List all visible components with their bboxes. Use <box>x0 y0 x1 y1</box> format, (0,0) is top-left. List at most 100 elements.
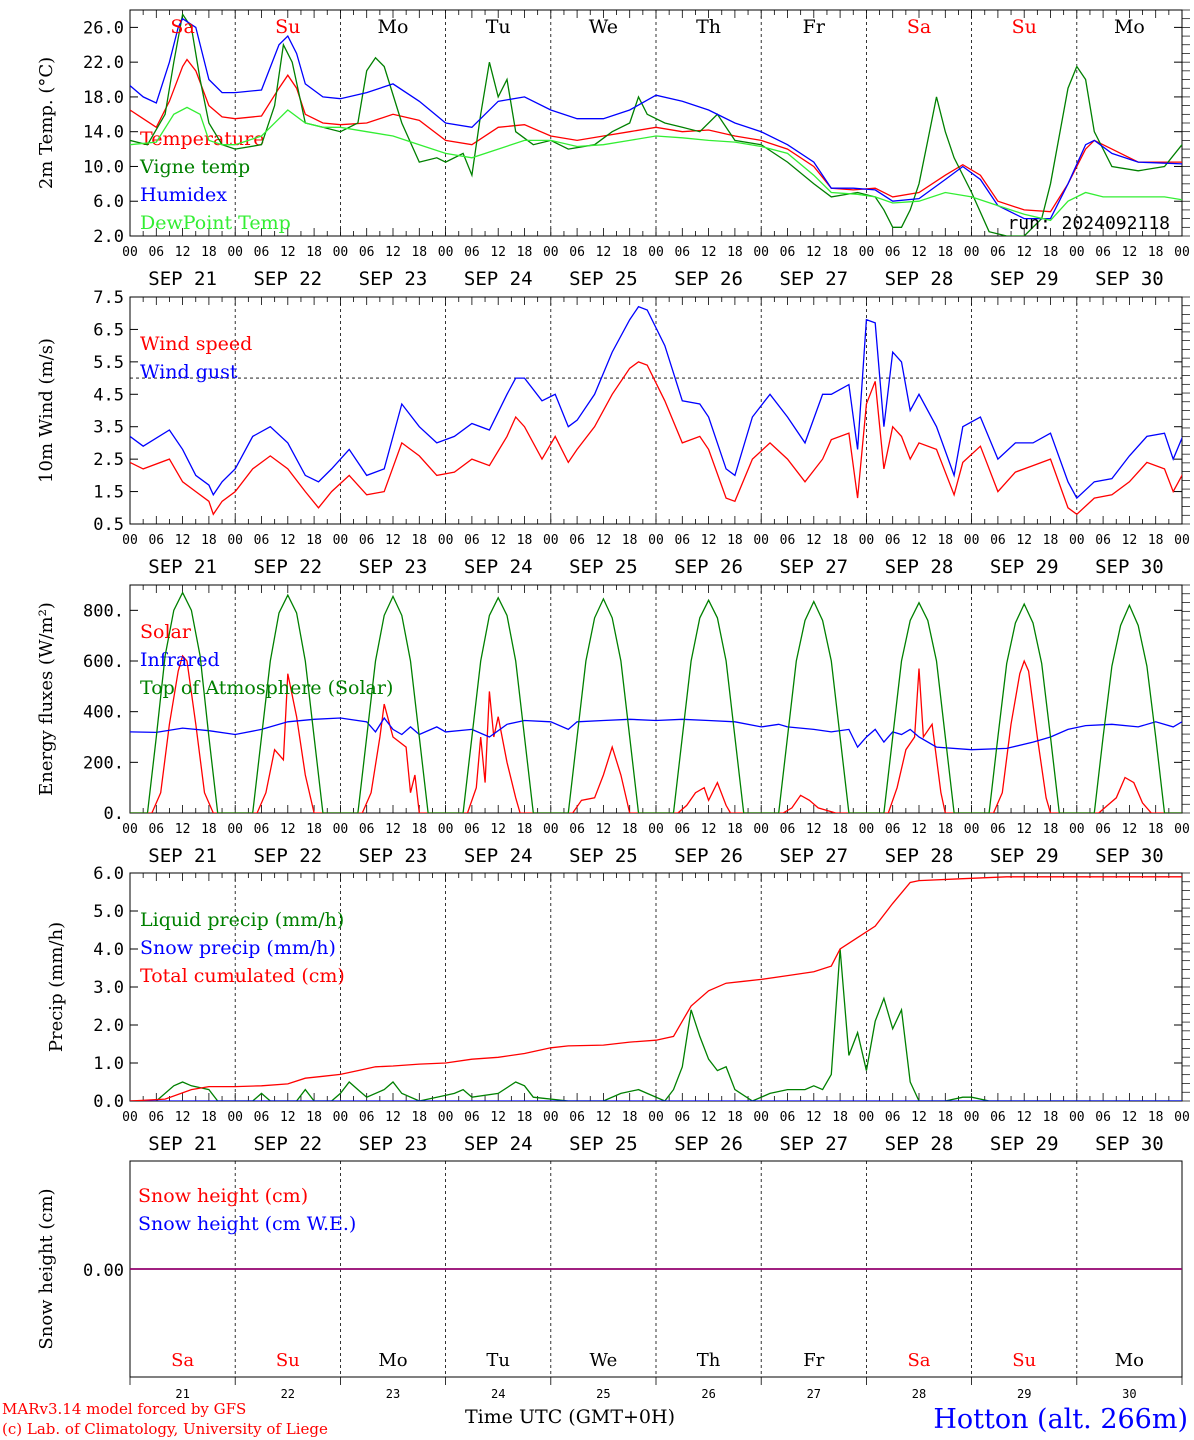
hour-tick-label: 18 <box>832 533 848 548</box>
hour-tick-label: 06 <box>464 245 480 260</box>
hour-tick-label: 06 <box>780 1110 796 1125</box>
date-label: SEP 26 <box>674 845 743 867</box>
hour-tick-label: 06 <box>885 822 901 837</box>
weekday-label: Su <box>275 16 300 38</box>
hour-tick-label: 00 <box>438 533 454 548</box>
y-tick-label: 0.00 <box>83 1261 124 1281</box>
hour-tick-label: 00 <box>1069 245 1085 260</box>
date-label: SEP 23 <box>359 1133 428 1155</box>
footer: MARv3.14 model forced by GFS (c) Lab. of … <box>2 1400 1188 1438</box>
weekday-label: Th <box>697 1350 721 1371</box>
hour-tick-label: 12 <box>1016 822 1032 837</box>
hour-tick-label: 12 <box>385 1110 401 1125</box>
hour-tick-label: 00 <box>859 822 875 837</box>
hour-tick-label: 18 <box>201 822 217 837</box>
hour-tick-label: 00 <box>648 1110 664 1125</box>
hour-tick-label: 00 <box>859 1110 875 1125</box>
date-label: SEP 28 <box>885 1133 954 1155</box>
hour-tick-label: 12 <box>1016 533 1032 548</box>
date-label: SEP 24 <box>464 845 533 867</box>
hour-tick-label: 06 <box>885 1110 901 1125</box>
day-number-label: 25 <box>596 1387 610 1401</box>
hour-tick-label: 18 <box>937 1110 953 1125</box>
series-line-total-cumulated-cm- <box>130 876 1182 1101</box>
hour-tick-label: 12 <box>385 533 401 548</box>
date-label: SEP 30 <box>1095 1133 1164 1155</box>
day-number-label: 24 <box>491 1387 505 1401</box>
hour-tick-label: 00 <box>964 822 980 837</box>
hour-tick-label: 12 <box>701 245 717 260</box>
hour-tick-label: 00 <box>227 533 243 548</box>
legend-entry: Liquid precip (mm/h) <box>140 909 344 931</box>
hour-tick-label: 00 <box>859 245 875 260</box>
series-line-dewpoint-temp <box>130 106 1182 222</box>
hour-tick-label: 06 <box>569 245 585 260</box>
hour-tick-label: 12 <box>385 822 401 837</box>
hour-tick-label: 18 <box>306 1110 322 1125</box>
hour-tick-label: 12 <box>911 822 927 837</box>
date-label: SEP 22 <box>253 845 322 867</box>
series-line-top-of-atmosphere-solar- <box>130 591 1182 813</box>
date-label: SEP 26 <box>674 556 743 578</box>
y-tick-label: 6.0 <box>93 192 124 212</box>
hour-tick-label: 12 <box>701 533 717 548</box>
hour-tick-label: 06 <box>569 822 585 837</box>
date-label: SEP 23 <box>359 556 428 578</box>
date-label: SEP 25 <box>569 1133 638 1155</box>
weekday-label: Sa <box>907 1350 930 1371</box>
station-label: Hotton (alt. 266m) <box>933 1404 1188 1435</box>
hour-tick-label: 00 <box>1069 822 1085 837</box>
y-tick-label: 0.0 <box>93 1092 124 1112</box>
hour-tick-label: 00 <box>227 1110 243 1125</box>
hour-tick-label: 06 <box>569 1110 585 1125</box>
hour-tick-label: 18 <box>832 1110 848 1125</box>
weekday-label: Sa <box>170 16 194 38</box>
legend-entry: Infrared <box>140 649 220 671</box>
date-label: SEP 28 <box>885 556 954 578</box>
hour-tick-label: 12 <box>1122 1110 1138 1125</box>
hour-tick-label: 18 <box>306 822 322 837</box>
day-number-label: 29 <box>1017 1387 1031 1401</box>
hour-tick-label: 00 <box>964 245 980 260</box>
hour-tick-label: 18 <box>411 245 427 260</box>
y-tick-label: 1.5 <box>93 483 124 503</box>
date-label: SEP 23 <box>359 268 428 290</box>
hour-tick-label: 12 <box>490 533 506 548</box>
date-label: SEP 27 <box>779 556 848 578</box>
hour-tick-label: 12 <box>911 1110 927 1125</box>
hour-tick-label: 12 <box>596 822 612 837</box>
date-label: SEP 24 <box>464 268 533 290</box>
hour-tick-label: 18 <box>306 533 322 548</box>
y-tick-label: 0.5 <box>93 515 124 535</box>
date-label: SEP 28 <box>885 268 954 290</box>
hour-tick-label: 12 <box>490 1110 506 1125</box>
hour-tick-label: 18 <box>1043 1110 1059 1125</box>
hour-tick-label: 00 <box>122 245 138 260</box>
hour-tick-label: 00 <box>438 822 454 837</box>
hour-tick-label: 06 <box>885 245 901 260</box>
hour-tick-label: 00 <box>753 822 769 837</box>
y-tick-label: 5.5 <box>93 353 124 373</box>
y-axis-label: Energy fluxes (W/m²) <box>36 602 57 796</box>
hour-tick-label: 12 <box>280 1110 296 1125</box>
y-tick-label: 2.5 <box>93 450 124 470</box>
hour-tick-label: 18 <box>1043 533 1059 548</box>
hour-tick-label: 00 <box>964 533 980 548</box>
hour-tick-label: 00 <box>438 245 454 260</box>
hour-tick-label: 12 <box>806 245 822 260</box>
hour-tick-label: 06 <box>780 245 796 260</box>
hour-tick-label: 06 <box>254 822 270 837</box>
legend-entry: Vigne temp <box>139 156 250 178</box>
hour-tick-label: 12 <box>490 822 506 837</box>
legend-entry: Snow precip (mm/h) <box>140 937 336 959</box>
date-label: SEP 22 <box>253 1133 322 1155</box>
date-label: SEP 30 <box>1095 268 1164 290</box>
hour-tick-label: 00 <box>753 245 769 260</box>
hour-tick-label: 18 <box>201 1110 217 1125</box>
hour-tick-label: 12 <box>175 245 191 260</box>
hour-tick-label: 00 <box>648 822 664 837</box>
hour-tick-label: 00 <box>1069 1110 1085 1125</box>
credit-line-2: (c) Lab. of Climatology, University of L… <box>2 1420 328 1438</box>
hour-tick-label: 12 <box>280 533 296 548</box>
hour-tick-label: 00 <box>648 533 664 548</box>
